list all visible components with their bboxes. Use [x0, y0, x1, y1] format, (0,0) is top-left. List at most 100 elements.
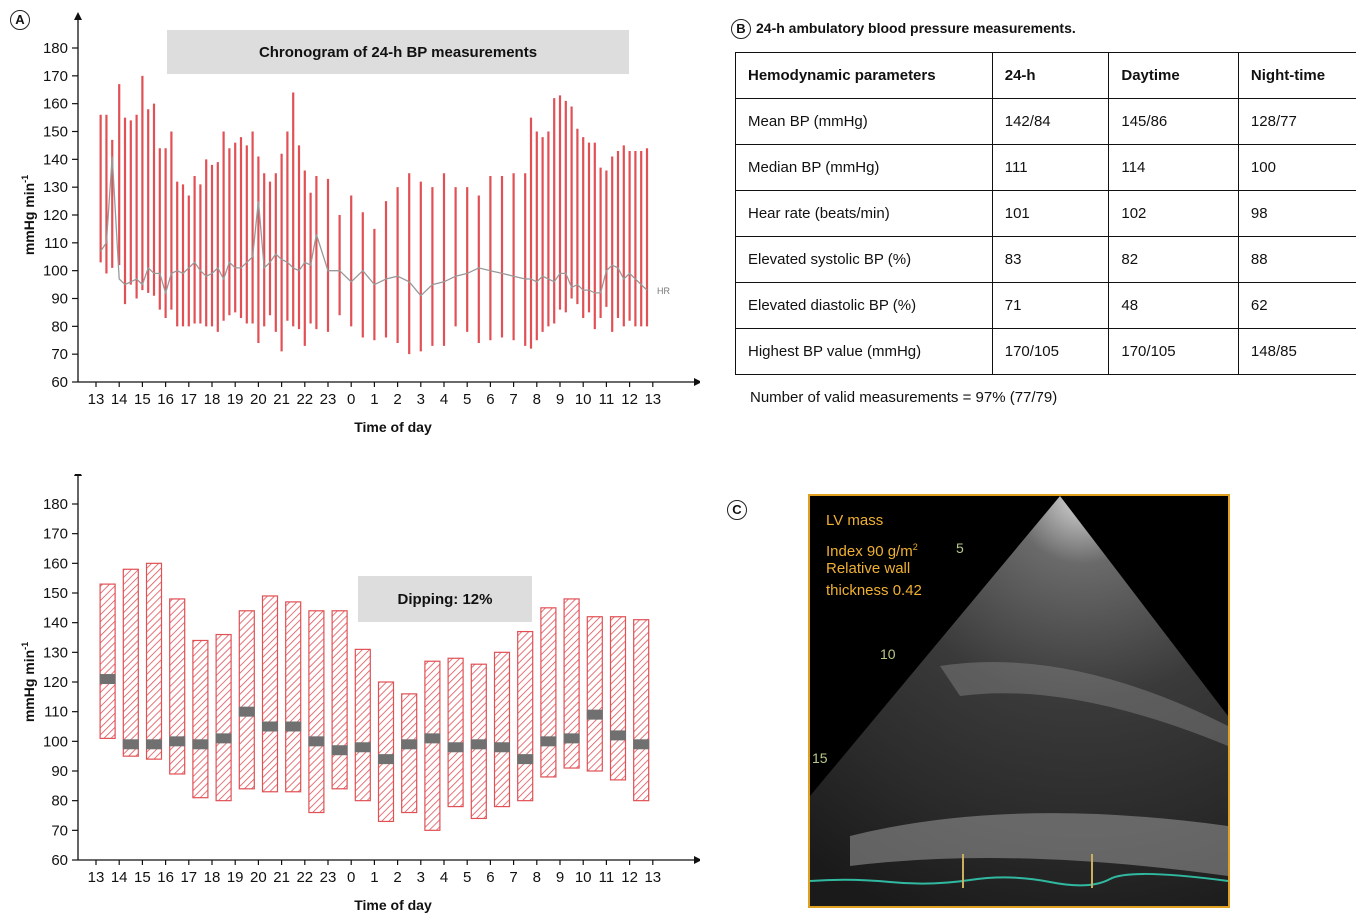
- table-cell: 62: [1237, 282, 1356, 329]
- y-axis-title: mmHg min-1: [20, 642, 37, 722]
- x-tick-label: 9: [556, 869, 564, 886]
- header-daytime: Daytime: [1108, 52, 1239, 99]
- table-cell: 170/105: [1108, 328, 1239, 375]
- table-cell: 100: [1237, 144, 1356, 191]
- x-tick-label: 19: [227, 869, 244, 886]
- table-cell: Highest BP value (mmHg): [735, 328, 993, 375]
- table-row: Median BP (mmHg) 111 114 100: [735, 144, 1356, 191]
- chart-title: Chronogram of 24-h BP measurements: [259, 44, 537, 61]
- table-row: Elevated diastolic BP (%) 71 48 62: [735, 282, 1356, 329]
- y-tick-label: 140: [43, 151, 68, 168]
- x-tick-label: 16: [157, 391, 174, 408]
- y-tick-label: 160: [43, 555, 68, 572]
- x-tick-label: 9: [556, 391, 564, 408]
- depth-mark-5: 5: [956, 540, 964, 556]
- bp-table: Hemodynamic parameters 24-h Daytime Nigh…: [735, 52, 1356, 375]
- hourly-range-bar: [169, 598, 186, 775]
- y-tick-label: 150: [43, 585, 68, 602]
- panel-letter-b: B: [731, 19, 751, 39]
- header-parameter: Hemodynamic parameters: [735, 52, 993, 99]
- x-tick-label: 13: [644, 391, 661, 408]
- hourly-range-bar: [377, 681, 395, 823]
- hourly-mean-marker: [494, 742, 510, 753]
- table-row: Hear rate (beats/min) 101 102 98: [735, 190, 1356, 237]
- x-tick-label: 8: [533, 391, 541, 408]
- y-tick-label: 70: [51, 822, 68, 839]
- hourly-mean-marker: [122, 739, 139, 750]
- posterior-wall: [850, 813, 1228, 876]
- y-tick-label: 80: [51, 318, 68, 335]
- chart-title: Dipping: 12%: [397, 591, 492, 608]
- hourly-mean-marker: [262, 721, 278, 732]
- table-cell: 48: [1108, 282, 1239, 329]
- y-tick-label: 120: [43, 207, 68, 224]
- y-tick-label: 90: [51, 763, 68, 780]
- echo-label-relative-wall: Relative wall: [826, 560, 911, 577]
- x-tick-label: 11: [599, 869, 615, 886]
- x-tick-label: 21: [273, 391, 290, 408]
- hourly-range-bar: [192, 639, 209, 799]
- depth-mark-15: 15: [812, 750, 828, 766]
- x-tick-label: 17: [180, 391, 197, 408]
- hourly-range-bar: [145, 562, 163, 760]
- chart-title-box: [358, 576, 532, 622]
- valid-measurements-note: Number of valid measurements = 97% (77/7…: [750, 389, 1058, 406]
- x-tick-label: 6: [486, 391, 494, 408]
- header-nighttime: Night-time: [1237, 52, 1356, 99]
- hourly-range-bar: [238, 610, 255, 790]
- hourly-mean-marker: [633, 739, 650, 750]
- y-tick-label: 110: [44, 704, 68, 721]
- y-tick-label: 100: [43, 733, 68, 750]
- x-tick-label: 1: [370, 391, 378, 408]
- hourly-mean-marker: [378, 754, 394, 765]
- hourly-mean-marker: [517, 754, 534, 765]
- x-tick-label: 13: [88, 869, 105, 886]
- table-cell: Hear rate (beats/min): [735, 190, 993, 237]
- x-axis-arrow: [694, 378, 700, 386]
- x-tick-label: 0: [347, 869, 355, 886]
- x-tick-label: 5: [463, 869, 471, 886]
- septum: [940, 662, 1228, 746]
- y-tick-label: 60: [51, 852, 68, 869]
- table-cell: 102: [1108, 190, 1239, 237]
- x-tick-label: 22: [296, 391, 313, 408]
- hourly-range-bar: [424, 660, 441, 831]
- x-tick-label: 6: [486, 869, 494, 886]
- echo-label-thickness: thickness 0.42: [826, 582, 922, 599]
- hourly-mean-marker: [285, 721, 302, 732]
- x-tick-label: 5: [463, 391, 471, 408]
- x-tick-label: 20: [250, 391, 267, 408]
- table-cell: 170/105: [991, 328, 1110, 375]
- y-tick-label: 180: [43, 40, 68, 57]
- hourly-range-bar: [517, 630, 534, 802]
- table-cell: 111: [991, 144, 1110, 191]
- y-axis-arrow: [74, 12, 82, 20]
- x-tick-label: 4: [440, 869, 448, 886]
- x-axis-title: Time of day: [354, 419, 432, 435]
- hourly-mean-marker: [563, 733, 580, 744]
- x-tick-label: 8: [533, 869, 541, 886]
- table-row: Highest BP value (mmHg) 170/105 170/105 …: [735, 328, 1356, 375]
- hourly-range-bar: [401, 693, 418, 814]
- table-cell: Elevated diastolic BP (%): [735, 282, 993, 329]
- table-cell: 148/85: [1237, 328, 1356, 375]
- x-tick-label: 13: [88, 391, 105, 408]
- table-cell: 83: [991, 236, 1110, 283]
- hourly-range-bar: [354, 648, 371, 802]
- x-tick-label: 17: [180, 869, 197, 886]
- x-tick-label: 3: [417, 391, 425, 408]
- y-tick-label: 90: [51, 291, 68, 308]
- echocardiogram-image: LV mass Index 90 g/m2 Relative wall thic…: [808, 494, 1230, 908]
- hourly-range-bar: [215, 633, 232, 802]
- x-tick-label: 1: [370, 869, 378, 886]
- table-cell: 128/77: [1237, 98, 1356, 145]
- hourly-mean-marker: [308, 736, 325, 747]
- y-tick-label: 120: [43, 674, 68, 691]
- x-tick-label: 21: [273, 869, 290, 886]
- x-axis-arrow: [694, 856, 700, 864]
- y-tick-label: 100: [43, 263, 68, 280]
- hourly-mean-marker: [586, 709, 603, 720]
- x-tick-label: 12: [621, 391, 638, 408]
- hourly-mean-marker: [354, 742, 371, 753]
- y-tick-label: 110: [44, 235, 68, 252]
